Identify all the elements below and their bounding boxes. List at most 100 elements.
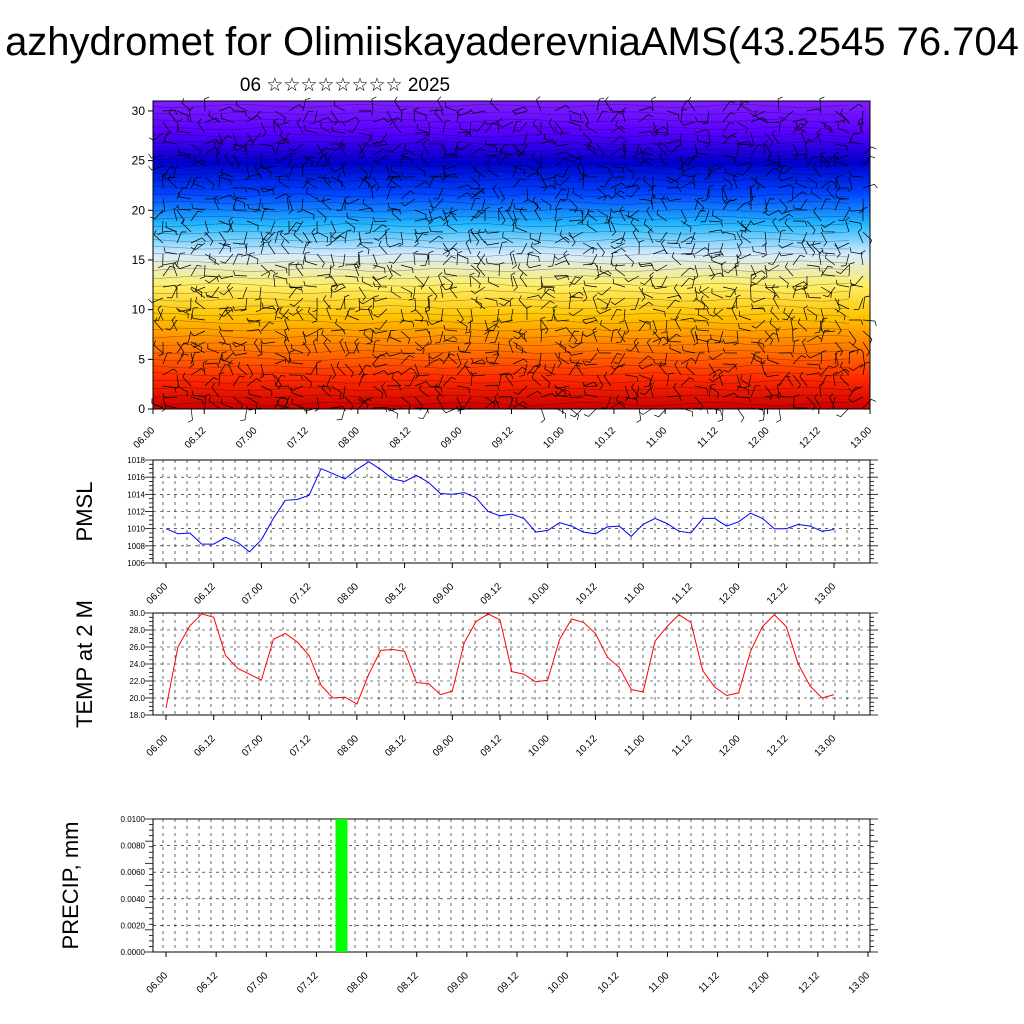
- x-tick-label: 08.00: [345, 970, 371, 996]
- x-tick-label: 07.00: [234, 425, 260, 450]
- x-tick-label: 11.00: [647, 970, 672, 995]
- y-tick-label: 1006: [127, 559, 145, 568]
- x-tick-label: 08.12: [383, 733, 409, 759]
- x-tick-label: 07.12: [288, 733, 314, 759]
- y-tick-label: 0.0100: [121, 815, 146, 824]
- x-tick-label: 06.12: [192, 733, 218, 759]
- x-tick-label: 09.00: [446, 970, 472, 996]
- plot-frame: [152, 459, 871, 564]
- y-tick-label: 1016: [127, 473, 145, 482]
- x-tick-label: 10.00: [526, 581, 552, 607]
- x-tick-label: 08.00: [337, 425, 363, 450]
- x-tick-label: 11.00: [622, 581, 647, 606]
- x-tick-label: 07.00: [240, 581, 266, 607]
- x-tick-label: 06.00: [145, 581, 171, 607]
- x-tick-label: 11.12: [697, 970, 722, 995]
- x-tick-label: 09.12: [490, 425, 516, 450]
- y-tick-label: 1010: [127, 525, 145, 534]
- y-tick-label: 10: [132, 303, 146, 317]
- x-tick-label: 12.00: [746, 425, 772, 450]
- pmsl-panel: PMSL 1006 1008 1010 1012 1014 1016 1018 06.00 06.…: [72, 456, 878, 607]
- y-tick-label: 0.0000: [121, 948, 146, 957]
- x-tick-label: 09.12: [479, 733, 505, 759]
- series-line: [165, 461, 835, 553]
- x-tick-label: 12.12: [765, 581, 791, 607]
- x-tick-label: 08.00: [336, 581, 362, 607]
- minor-ticks: [145, 818, 878, 953]
- y-tick-label: 20: [132, 203, 146, 217]
- y-tick-label: 30: [132, 104, 146, 118]
- x-tick-label: 06.00: [145, 970, 171, 996]
- x-tick-label: 13.00: [847, 970, 873, 996]
- x-tick-label: 13.00: [813, 733, 839, 759]
- y-tick-label: 18.0: [129, 711, 145, 720]
- x-tick-label: 12.12: [765, 733, 791, 759]
- x-tick-label: 06.00: [145, 733, 171, 759]
- cross-section-chart: 0 5 10 15 20 25 30 06.00 06.12 07.00 07.12 08.00 08.…: [132, 96, 878, 450]
- x-tick-label: 09.12: [479, 581, 505, 607]
- x-tick-label: 11.12: [670, 581, 695, 606]
- temp-panel: TEMP at 2 M 18.0 20.0 22.0 24.0 26.0 28.0 30.0 0…: [72, 600, 878, 759]
- x-tick-label: 12.00: [746, 970, 772, 996]
- x-tick-label: 10.00: [546, 970, 572, 996]
- y-tick-label: 22.0: [129, 677, 145, 686]
- chart-subtitle: 06 ☆☆☆☆☆☆☆☆ 2025: [239, 75, 451, 96]
- x-tick-label: 07.00: [240, 733, 266, 759]
- x-tick-label: 10.00: [541, 425, 567, 450]
- x-tick-label: 11.12: [670, 733, 695, 758]
- x-tick-label: 11.00: [644, 425, 669, 450]
- y-axis-label: PMSL: [72, 482, 97, 542]
- x-tick-label: 09.12: [496, 970, 522, 996]
- x-tick-label: 08.12: [395, 970, 421, 996]
- x-tick-label: 11.00: [622, 733, 647, 758]
- y-tick-label: 0.0080: [121, 842, 146, 851]
- y-tick-label: 0.0060: [121, 868, 146, 877]
- y-axis-label: TEMP at 2 M: [72, 600, 97, 728]
- series-line: [165, 613, 835, 709]
- y-tick-label: 26.0: [129, 643, 145, 652]
- plot-frame: [152, 818, 871, 953]
- x-tick-label: 06.12: [195, 970, 221, 996]
- x-tick-label: 10.12: [574, 733, 600, 759]
- x-tick-label: 12.00: [717, 581, 743, 607]
- x-tick-label: 10.12: [574, 581, 600, 607]
- grid-lines: [153, 459, 870, 564]
- x-tick-label: 07.12: [288, 581, 314, 607]
- heatmap-fill: [153, 101, 870, 409]
- x-tick-label: 09.00: [439, 425, 465, 450]
- y-tick-label: 24.0: [129, 660, 145, 669]
- y-tick-label: 0.0040: [121, 895, 146, 904]
- x-tick-label: 08.12: [383, 581, 409, 607]
- y-axis-label: PRECIP, mm: [58, 822, 83, 950]
- x-tick-label: 12.12: [797, 425, 823, 450]
- x-tick-label: 11.12: [696, 425, 721, 450]
- minor-ticks: [145, 459, 878, 564]
- y-tick-label: 25: [132, 154, 146, 168]
- x-tick-label: 13.00: [849, 425, 875, 450]
- x-tick-label: 08.00: [336, 733, 362, 759]
- precip-bar: [335, 819, 348, 952]
- grid-lines: [153, 818, 870, 953]
- y-tick-label: 1012: [127, 508, 145, 517]
- y-tick-label: 15: [132, 253, 146, 267]
- y-tick-label: 30.0: [129, 609, 145, 618]
- precip-panel: PRECIP, mm 0.0000 0.0020 0.0040 0.0060 0.0080…: [58, 815, 878, 996]
- x-tick-label: 06.12: [183, 425, 209, 450]
- x-tick-label: 10.12: [593, 425, 619, 450]
- x-tick-label: 12.00: [717, 733, 743, 759]
- x-tick-label: 06.12: [192, 581, 218, 607]
- y-tick-label: 20.0: [129, 694, 145, 703]
- x-tick-label: 10.00: [526, 733, 552, 759]
- y-tick-label: 1018: [127, 456, 145, 465]
- x-tick-label: 08.12: [388, 425, 414, 450]
- x-tick-label: 13.00: [813, 581, 839, 607]
- x-tick-label: 07.00: [245, 970, 271, 996]
- y-tick-label: 0.0020: [121, 921, 146, 930]
- x-tick-label: 09.00: [431, 581, 457, 607]
- chart-title: azhydromet for OlimiiskayaderevniaAMS(43…: [5, 20, 1019, 64]
- y-tick-label: 28.0: [129, 626, 145, 635]
- x-tick-label: 07.12: [295, 970, 321, 996]
- x-tick-label: 12.12: [797, 970, 823, 996]
- isotherm-lines: [152, 104, 850, 406]
- y-tick-label: 5: [138, 352, 145, 366]
